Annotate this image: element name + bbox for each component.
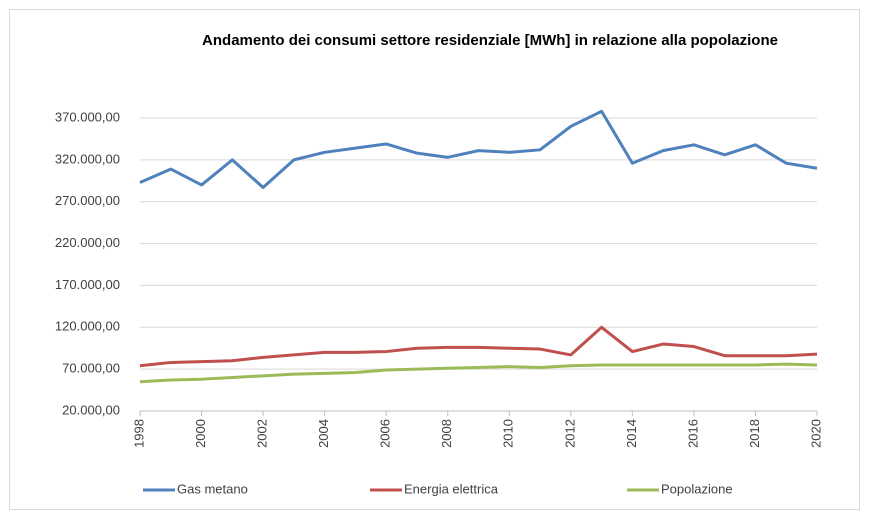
legend-label: Popolazione [661,481,733,496]
x-tick-label: 2014 [624,419,639,448]
y-tick-label: 70.000,00 [62,361,120,376]
x-tick-label: 2006 [378,419,393,448]
y-tick-label: 270.000,00 [55,193,120,208]
chart-frame [9,9,860,510]
x-tick-label: 2016 [685,419,700,448]
legend-label: Gas metano [177,481,248,496]
y-tick-label: 170.000,00 [55,277,120,292]
x-tick-label: 2012 [562,419,577,448]
x-tick-label: 2018 [747,419,762,448]
y-tick-label: 120.000,00 [55,319,120,334]
series-line [139,325,818,368]
x-tick-label: 2002 [255,419,270,448]
series-line [139,362,818,384]
x-tick-label: 1998 [131,419,146,448]
x-tick-label: 2020 [808,419,823,448]
x-tick-label: 2010 [501,419,516,448]
y-tick-label: 20.000,00 [62,402,120,417]
legend-label: Energia elettrica [404,481,499,496]
x-tick-label: 2004 [316,419,331,448]
x-tick-label: 2000 [193,419,208,448]
y-tick-label: 320.000,00 [55,151,120,166]
series-line [139,109,818,189]
chart-title: Andamento dei consumi settore residenzia… [202,32,778,49]
y-tick-label: 220.000,00 [55,235,120,250]
y-tick-label: 370.000,00 [55,109,120,124]
x-tick-label: 2008 [439,419,454,448]
